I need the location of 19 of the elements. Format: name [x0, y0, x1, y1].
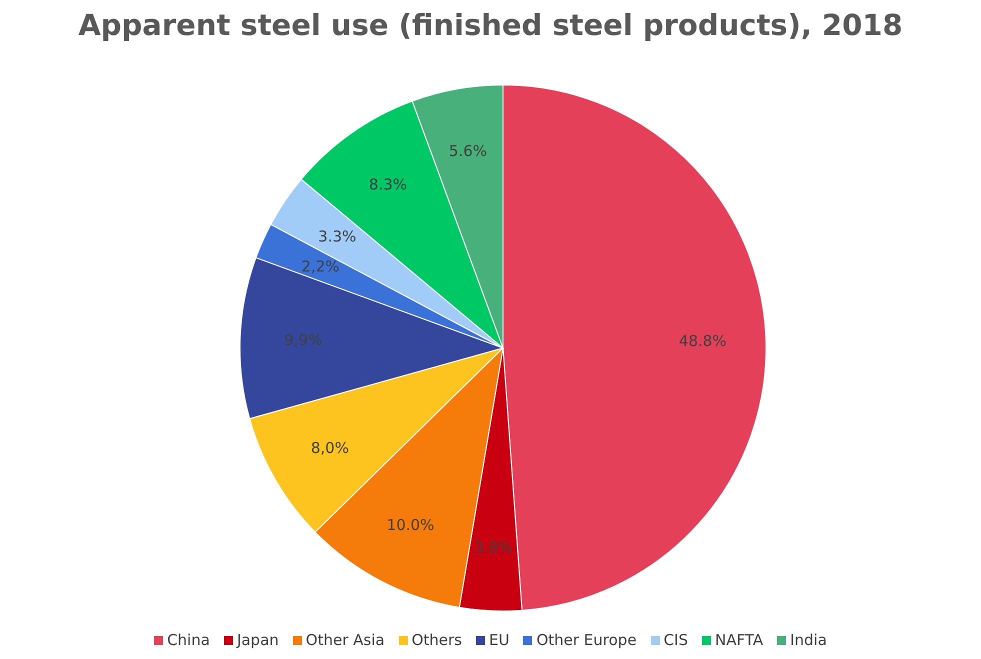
legend-label: India — [790, 631, 827, 649]
legend-label: Others — [412, 631, 462, 649]
legend-label: Japan — [236, 631, 279, 649]
data-label: 2,2% — [301, 258, 340, 276]
legend-label: Other Asia — [306, 631, 385, 649]
data-label: 8,0% — [310, 438, 349, 457]
data-label: 8.3% — [368, 176, 408, 194]
data-label: 9,9% — [284, 331, 322, 350]
legend-label: Other Europe — [536, 631, 637, 649]
legend-label: NAFTA — [714, 631, 764, 649]
legend-label: China — [167, 631, 210, 649]
data-label: 48.8% — [678, 332, 727, 350]
chart-title: Apparent steel use (finished steel products), 2018 — [77, 7, 904, 44]
legend-label: EU — [488, 631, 510, 649]
data-label: 5.6% — [448, 142, 488, 160]
data-label: 3.3% — [318, 227, 356, 246]
data-label: 3.8% — [474, 538, 513, 557]
data-label: 10.0% — [386, 516, 434, 534]
legend-label: CIS — [664, 631, 688, 649]
